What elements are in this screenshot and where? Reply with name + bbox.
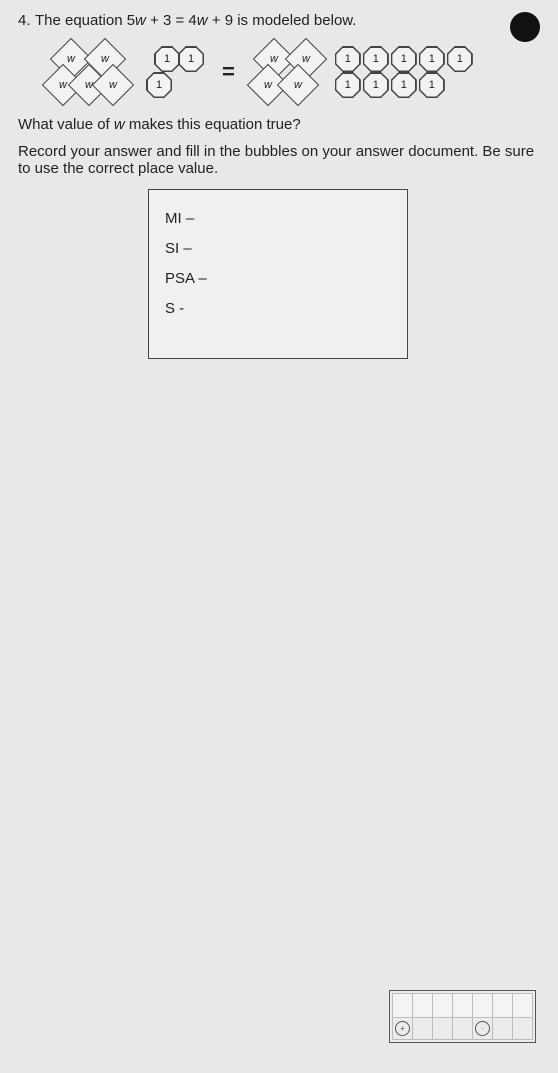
octagon-1: 1 xyxy=(419,46,445,72)
octagon-1: 1 xyxy=(363,46,389,72)
writein-cell[interactable] xyxy=(453,994,473,1018)
octagon-1: 1 xyxy=(447,46,473,72)
bubble-plus[interactable]: + xyxy=(395,1021,410,1036)
writein-cell[interactable] xyxy=(493,994,513,1018)
octagon-1: 1 xyxy=(391,72,417,98)
octagon-1: 1 xyxy=(146,72,172,98)
bubble-table: +· xyxy=(392,993,533,1040)
right-octagons: 1 1 1 1 1 1 1 1 1 xyxy=(335,44,485,100)
writein-cell[interactable] xyxy=(473,994,493,1018)
bubble-cell[interactable] xyxy=(433,1018,453,1040)
label-psa: PSA – xyxy=(165,264,391,294)
bubble-cell[interactable] xyxy=(453,1018,473,1040)
writein-cell[interactable] xyxy=(433,994,453,1018)
octagon-1: 1 xyxy=(335,72,361,98)
bubble-dot[interactable]: · xyxy=(475,1021,490,1036)
question-number: 4. xyxy=(18,12,31,29)
writein-cell[interactable] xyxy=(393,994,413,1018)
label-mi: MI – xyxy=(165,204,391,234)
octagon-1: 1 xyxy=(335,46,361,72)
writein-cell[interactable] xyxy=(413,994,433,1018)
octagon-1: 1 xyxy=(154,46,180,72)
page-marker-dot xyxy=(510,12,540,42)
answer-bubble-grid: +· xyxy=(389,990,536,1043)
writein-cell[interactable] xyxy=(513,994,533,1018)
octagon-1: 1 xyxy=(391,46,417,72)
label-si: SI – xyxy=(165,234,391,264)
bubble-cell[interactable] xyxy=(413,1018,433,1040)
left-octagons: 1 1 1 xyxy=(146,44,204,100)
equals-sign: = xyxy=(216,59,241,85)
bubble-cell[interactable] xyxy=(493,1018,513,1040)
bubble-cell[interactable] xyxy=(513,1018,533,1040)
octagon-1: 1 xyxy=(178,46,204,72)
prompt-value: What value of w makes this equation true… xyxy=(18,116,540,133)
right-diamonds: w w w w xyxy=(253,42,323,102)
equation-model: w w w w w 1 1 1 = w w w w 1 1 1 1 1 1 1 … xyxy=(48,42,540,102)
question-stem: The equation 5w + 3 = 4w + 9 is modeled … xyxy=(35,12,356,29)
question-line: 4. The equation 5w + 3 = 4w + 9 is model… xyxy=(18,12,540,30)
left-diamonds: w w w w w xyxy=(48,42,134,102)
work-box: MI – SI – PSA – S - xyxy=(148,189,408,359)
octagon-1: 1 xyxy=(419,72,445,98)
bubble-cell[interactable]: + xyxy=(393,1018,413,1040)
prompt-record: Record your answer and fill in the bubbl… xyxy=(18,143,540,177)
label-s: S - xyxy=(165,294,391,324)
bubble-cell[interactable]: · xyxy=(473,1018,493,1040)
octagon-1: 1 xyxy=(363,72,389,98)
